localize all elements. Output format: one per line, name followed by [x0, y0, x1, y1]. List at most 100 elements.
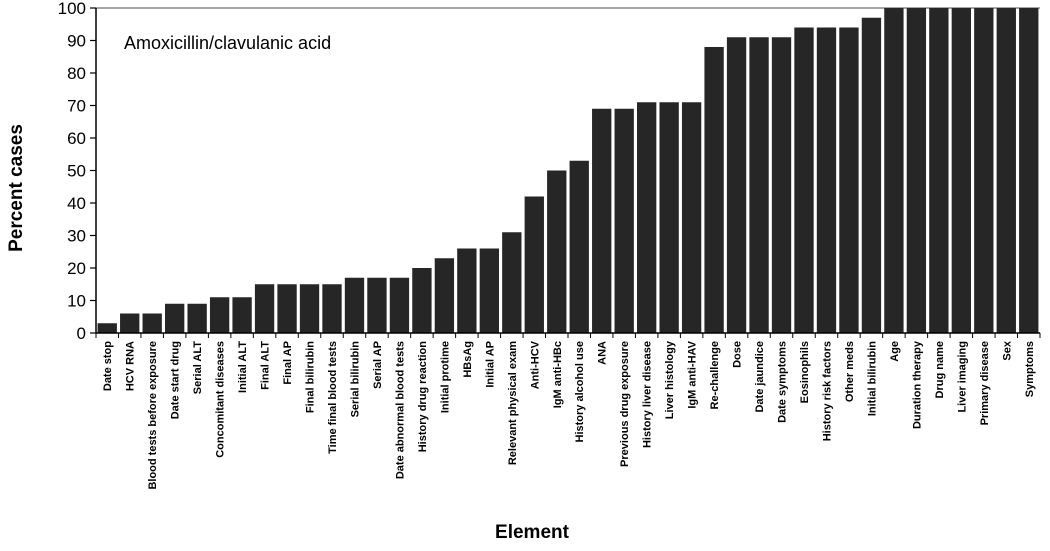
x-tick-label: History risk factors: [821, 341, 833, 441]
bar: [816, 27, 837, 333]
bar: [209, 297, 230, 333]
bar: [749, 37, 769, 333]
bar: [165, 303, 185, 333]
x-tick-label: Initial AP: [484, 341, 496, 388]
bar: [547, 170, 567, 333]
bar: [637, 102, 657, 333]
bar: [839, 27, 859, 333]
y-tick-label: 20: [67, 259, 86, 278]
bar: [299, 284, 320, 333]
bar: [569, 160, 589, 333]
y-tick-label: 30: [67, 227, 86, 246]
bar: [142, 313, 162, 333]
x-tick-label: Liver imaging: [956, 341, 968, 413]
x-tick-label: Date abnormal blood tests: [394, 341, 406, 479]
x-tick-label: Serial AP: [372, 341, 384, 389]
x-tick-label: Date symptoms: [777, 341, 789, 423]
bar: [861, 17, 882, 333]
bar: [659, 102, 679, 333]
bar: [614, 108, 634, 333]
x-tick-label: Previous drug exposure: [619, 341, 631, 467]
bar: [592, 108, 612, 333]
x-tick-label: Relevant physical exam: [507, 341, 519, 465]
bar: [254, 284, 275, 333]
y-tick-label: 10: [67, 292, 86, 311]
x-tick-label: Anti-HCV: [529, 340, 541, 389]
y-tick-label: 40: [67, 194, 86, 213]
bar: [771, 37, 792, 333]
x-axis-title: Element: [495, 522, 570, 543]
bar: [187, 303, 207, 333]
y-tick-label: 90: [67, 32, 86, 51]
bar: [434, 258, 455, 333]
x-tick-label: Duration therapy: [911, 340, 923, 429]
bar: [794, 27, 814, 333]
x-tick-label: Initial bilirubin: [866, 341, 878, 416]
y-tick-label: 50: [67, 162, 86, 181]
x-tick-label: Date start drug: [170, 341, 182, 419]
bar: [726, 37, 747, 333]
bar: [232, 297, 252, 333]
x-tick-label: Concomitant diseases: [215, 341, 227, 458]
bar: [681, 102, 702, 333]
x-tick-label: Sex: [1001, 340, 1013, 360]
x-tick-label: Age: [889, 341, 901, 362]
x-tick-label: Initial protime: [439, 341, 451, 413]
plot-area: 0 10 20 30 40 50 60 70 80 90 100 Date stop HCV RNA Bl…: [58, 0, 1041, 490]
x-tick-label: Initial ALT: [237, 341, 249, 393]
x-tick-label: Primary disease: [979, 341, 991, 425]
x-tick-label: History drug reaction: [417, 341, 429, 453]
bar: [951, 8, 971, 333]
bar: [884, 8, 904, 333]
x-tick-label: Symptoms: [1024, 341, 1036, 397]
x-tick-label: Liver histology: [664, 340, 676, 419]
x-tick-label: IgM anti-HBc: [552, 341, 564, 408]
x-tick-label: HCV RNA: [125, 341, 137, 391]
bar: [502, 232, 522, 333]
y-tick-label: 0: [77, 324, 86, 343]
x-tick-label: Final ALT: [260, 341, 272, 390]
bar: [906, 8, 927, 333]
x-tick-label: Final bilirubin: [305, 341, 317, 413]
bar: [996, 8, 1016, 333]
x-tick-label: Eosinophils: [799, 341, 811, 403]
x-tick-label: Drug name: [934, 341, 946, 398]
bar: [277, 284, 297, 333]
bar: [929, 8, 949, 333]
x-tick-label: Blood tests before exposure: [147, 341, 159, 490]
chart-title: Amoxicillin/clavulanic acid: [124, 33, 331, 53]
x-tick-label: Serial ALT: [192, 341, 204, 394]
x-tick-label: Date stop: [102, 341, 114, 391]
x-tick-label: History alcohol use: [574, 341, 586, 442]
y-tick-label: 70: [67, 97, 86, 116]
bar: [1019, 8, 1039, 333]
y-tick-label: 80: [67, 64, 86, 83]
x-tick-label: Re-challenge: [709, 341, 721, 409]
x-tick-label: ANA: [597, 341, 609, 365]
y-axis-title: Percent cases: [6, 124, 27, 252]
x-tick-label: Dose: [732, 341, 744, 368]
x-tick-label: Final AP: [282, 341, 294, 385]
x-tick-label: HBsAg: [462, 341, 474, 378]
x-tick-label: IgM anti-HAV: [687, 340, 699, 408]
x-tick-label: History liver disease: [642, 341, 654, 448]
bar: [344, 277, 365, 333]
bar: [120, 313, 140, 333]
x-tick-label: Other meds: [844, 341, 856, 402]
bar: [322, 284, 342, 333]
bar: [524, 196, 544, 333]
bar: [479, 248, 499, 333]
x-tick-label: Time final blood tests: [327, 341, 339, 454]
y-tick-label: 100: [58, 0, 86, 18]
bar: [367, 277, 387, 333]
bar: [704, 47, 724, 333]
bar: [457, 248, 477, 333]
x-tick-label: Date jaundice: [754, 341, 766, 413]
y-tick-label: 60: [67, 129, 86, 148]
bar: [97, 323, 117, 333]
bar: [389, 277, 410, 333]
bar: [974, 8, 994, 333]
x-tick-label: Serial bilirubin: [349, 341, 361, 418]
bar: [412, 268, 432, 333]
